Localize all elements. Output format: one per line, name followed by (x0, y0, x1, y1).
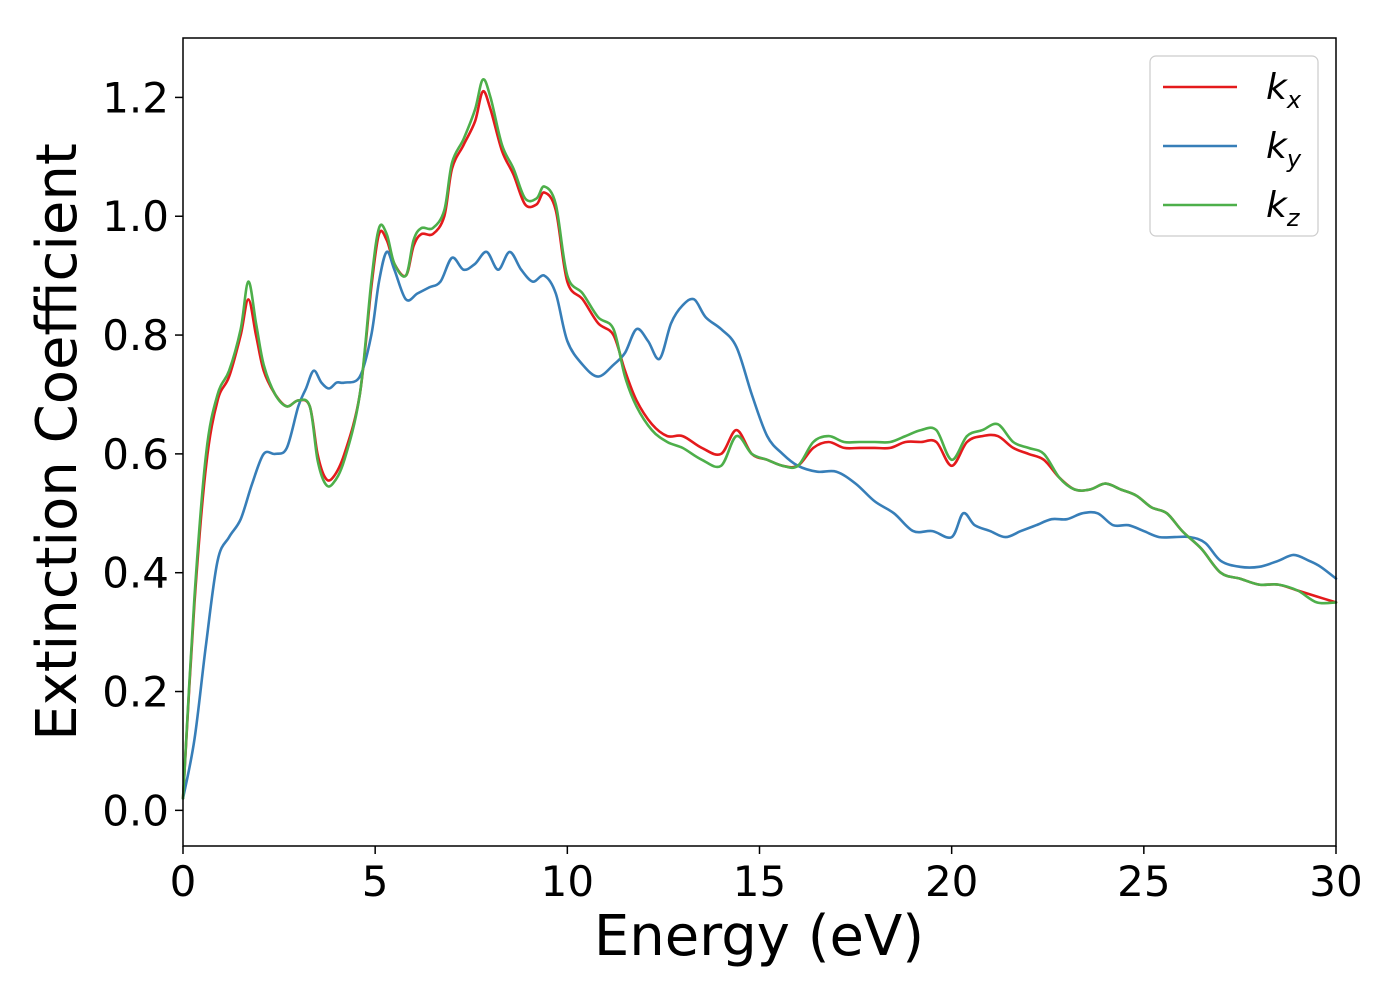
legend-label-kz: kz (1266, 185, 1301, 232)
x-axis-ticks: 0 5 10 15 20 25 30 (170, 846, 1363, 906)
x-tick-label: 30 (1309, 857, 1362, 906)
series-layer (181, 78, 1338, 800)
y-tick-label: 1.0 (102, 192, 169, 241)
series-line-ky (181, 250, 1338, 800)
x-tick-label: 5 (362, 857, 389, 906)
y-tick-label: 1.2 (102, 73, 169, 122)
x-tick-label: 15 (733, 857, 786, 906)
legend: kx ky kz (1149, 55, 1319, 237)
x-tick-label: 10 (541, 857, 594, 906)
x-tick-label: 25 (1117, 857, 1170, 906)
y-tick-label: 0.0 (102, 786, 169, 835)
y-axis-ticks: 0.0 0.2 0.4 0.6 0.8 1.0 1.2 (102, 73, 183, 835)
series-line-kz (181, 78, 1338, 800)
x-tick-label: 20 (925, 857, 978, 906)
y-tick-label: 0.6 (102, 430, 169, 479)
x-tick-label: 0 (170, 857, 197, 906)
y-tick-label: 0.4 (102, 549, 169, 598)
legend-label-ky: ky (1266, 126, 1302, 173)
y-tick-label: 0.2 (102, 668, 169, 717)
legend-label-kx: kx (1266, 67, 1302, 114)
y-axis-title: Extinction Coefficient (25, 143, 90, 741)
y-tick-label: 0.8 (102, 311, 169, 360)
x-axis-title: Energy (eV) (594, 904, 924, 969)
